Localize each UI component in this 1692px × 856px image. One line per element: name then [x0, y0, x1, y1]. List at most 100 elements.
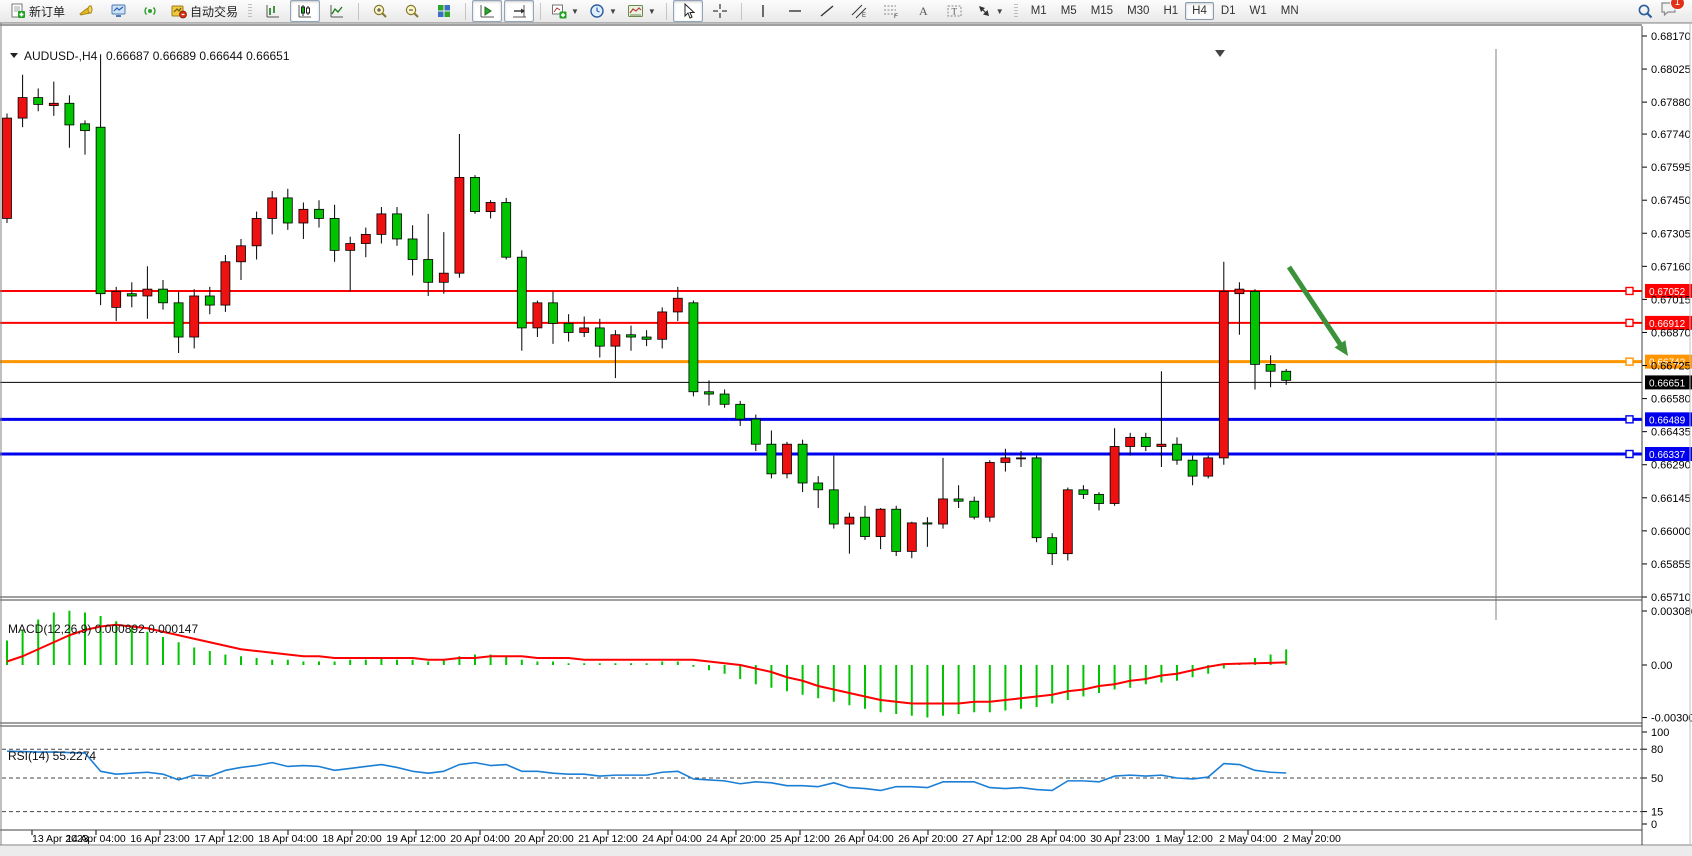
tile-windows-button[interactable] [429, 0, 459, 22]
candle-body [220, 261, 231, 306]
candle-body [80, 123, 90, 132]
toolbar-separator [665, 2, 667, 20]
level-lines-layer[interactable]: 0.67052 0.66912 0.66742 0.66489 0.66337 0.666… [0, 283, 1692, 462]
timeframe-button-m5[interactable]: M5 [1060, 5, 1077, 17]
time-tick-label: 20 Apr 20:00 [514, 833, 574, 845]
arrows-icon [978, 6, 989, 16]
templates-icon [627, 5, 643, 17]
toolbar-separator [740, 2, 742, 20]
toolbar-separator [540, 2, 542, 20]
candle-body [95, 126, 106, 295]
annotation-arrow-shaft[interactable] [1286, 265, 1345, 350]
templates-caret[interactable]: ▼ [647, 6, 656, 16]
chart-window[interactable]: 0.67052 0.66912 0.66742 0.66489 0.66337 0.666… [0, 23, 1692, 846]
candlestick-chart-button[interactable] [290, 0, 321, 22]
chart-shift-button[interactable] [504, 0, 535, 22]
price-axis[interactable]: 0.68170 0.68025 0.67880 0.67740 0.67595 0.674… [1642, 31, 1692, 831]
timeframe-button-h1[interactable]: H1 [1163, 5, 1179, 17]
time-tick-label: 14 Apr 04:00 [66, 833, 126, 845]
arrows-caret[interactable]: ▼ [995, 6, 1004, 16]
horizontal-line-button[interactable] [780, 0, 810, 22]
rsi-line [6, 750, 1287, 792]
timeframe-button-m1[interactable]: M1 [1030, 5, 1047, 17]
zoom-out-button[interactable] [397, 0, 427, 22]
candle-body [657, 311, 668, 340]
price-tick-label: 0.66290 [1651, 460, 1691, 472]
price-level-label: 0.66912 [1649, 319, 1686, 330]
candle-body [360, 234, 371, 244]
candle-body [282, 197, 293, 224]
candle-body [516, 256, 527, 329]
search-icon[interactable] [1637, 3, 1654, 20]
candle-body [891, 508, 902, 552]
timeframe-group: M1 M5 M15 M30 H1 H4 D1 W1 MN [1024, 2, 1306, 20]
candle-body [922, 522, 933, 525]
text-button[interactable]: A [908, 0, 938, 22]
price-tick-label: 0.66435 [1651, 427, 1691, 439]
signal-button[interactable] [135, 0, 165, 22]
toolbar-drag-handle[interactable] [248, 3, 253, 19]
svg-text:T: T [952, 7, 958, 17]
arrows-button[interactable]: ▼ [972, 0, 1008, 22]
annotation-arrow-layer[interactable] [1286, 265, 1348, 356]
periods-button[interactable]: ▼ [585, 0, 621, 22]
crosshair-button[interactable] [705, 0, 735, 22]
timeframe-button-w1[interactable]: W1 [1249, 5, 1267, 17]
price-level-label-box [1645, 412, 1692, 427]
candle-body [33, 97, 44, 105]
toolbar-drag-handle[interactable] [1013, 3, 1018, 19]
vertical-line-button[interactable] [748, 0, 778, 22]
macd-label: MACD(12,26,9) 0.000892 0.000147 [8, 622, 198, 636]
cursor-button[interactable] [672, 0, 703, 22]
timeframe-button-mn[interactable]: MN [1280, 5, 1299, 17]
timeframe-button-h4[interactable]: H4 [1185, 2, 1214, 20]
text-label-button[interactable]: T [940, 0, 970, 22]
candle-body [470, 176, 480, 212]
timeframe-button-m15[interactable]: M15 [1090, 5, 1114, 17]
channel-button[interactable]: E [844, 0, 874, 22]
level-line-anchor[interactable] [1625, 449, 1634, 459]
price-level-label-box [1645, 375, 1692, 390]
fibonacci-button[interactable]: F [876, 0, 906, 22]
candle-body [688, 302, 699, 393]
terminal-button[interactable] [103, 0, 133, 22]
candle-body [407, 238, 418, 260]
level-line-anchor[interactable] [1625, 357, 1634, 366]
periods-caret[interactable]: ▼ [608, 6, 617, 16]
annotation-arrow-head[interactable] [1334, 340, 1348, 356]
templates-button[interactable]: ▼ [623, 0, 660, 22]
line-chart-button[interactable] [322, 0, 352, 22]
candle-body [17, 97, 28, 119]
line-chart-icon [330, 5, 344, 18]
time-tick-label: 18 Apr 04:00 [258, 833, 318, 845]
symbol-dropdown-icon[interactable] [10, 53, 18, 58]
time-tick-label: 21 Apr 12:00 [578, 833, 638, 845]
chat-button[interactable]: 1 [1660, 0, 1685, 22]
auto-trading-button[interactable]: 自动交易 [167, 0, 242, 22]
horn-button[interactable] [71, 0, 101, 22]
candle-body [1234, 288, 1245, 295]
level-line-anchor[interactable] [1625, 318, 1634, 328]
trendline-button[interactable] [812, 0, 842, 22]
timeframe-button-d1[interactable]: D1 [1220, 5, 1236, 17]
price-tick-label: 0.66870 [1651, 327, 1691, 339]
indicators-caret[interactable]: ▼ [571, 6, 579, 16]
zoom-in-button[interactable] [365, 0, 395, 22]
main-toolbar: 新订单 自动交易 [0, 0, 1692, 23]
level-line-anchor[interactable] [1625, 286, 1634, 296]
new-order-button[interactable]: 新订单 [6, 0, 69, 22]
candle-body [1281, 370, 1292, 381]
candle-body [610, 334, 621, 347]
candle-body [485, 202, 496, 212]
timeframe-button-m30[interactable]: M30 [1127, 5, 1150, 17]
time-tick-label: 17 Apr 12:00 [194, 833, 254, 845]
candle-body [1047, 537, 1058, 555]
chart-shift-marker[interactable] [1215, 50, 1225, 57]
new-order-icon [11, 3, 25, 18]
auto-scroll-button[interactable] [472, 0, 503, 22]
level-line-anchor[interactable] [1625, 415, 1634, 424]
indicators-button[interactable]: ▼ [547, 0, 583, 22]
price-tick-label: 0.67160 [1651, 261, 1691, 273]
bar-chart-button[interactable] [258, 0, 288, 22]
